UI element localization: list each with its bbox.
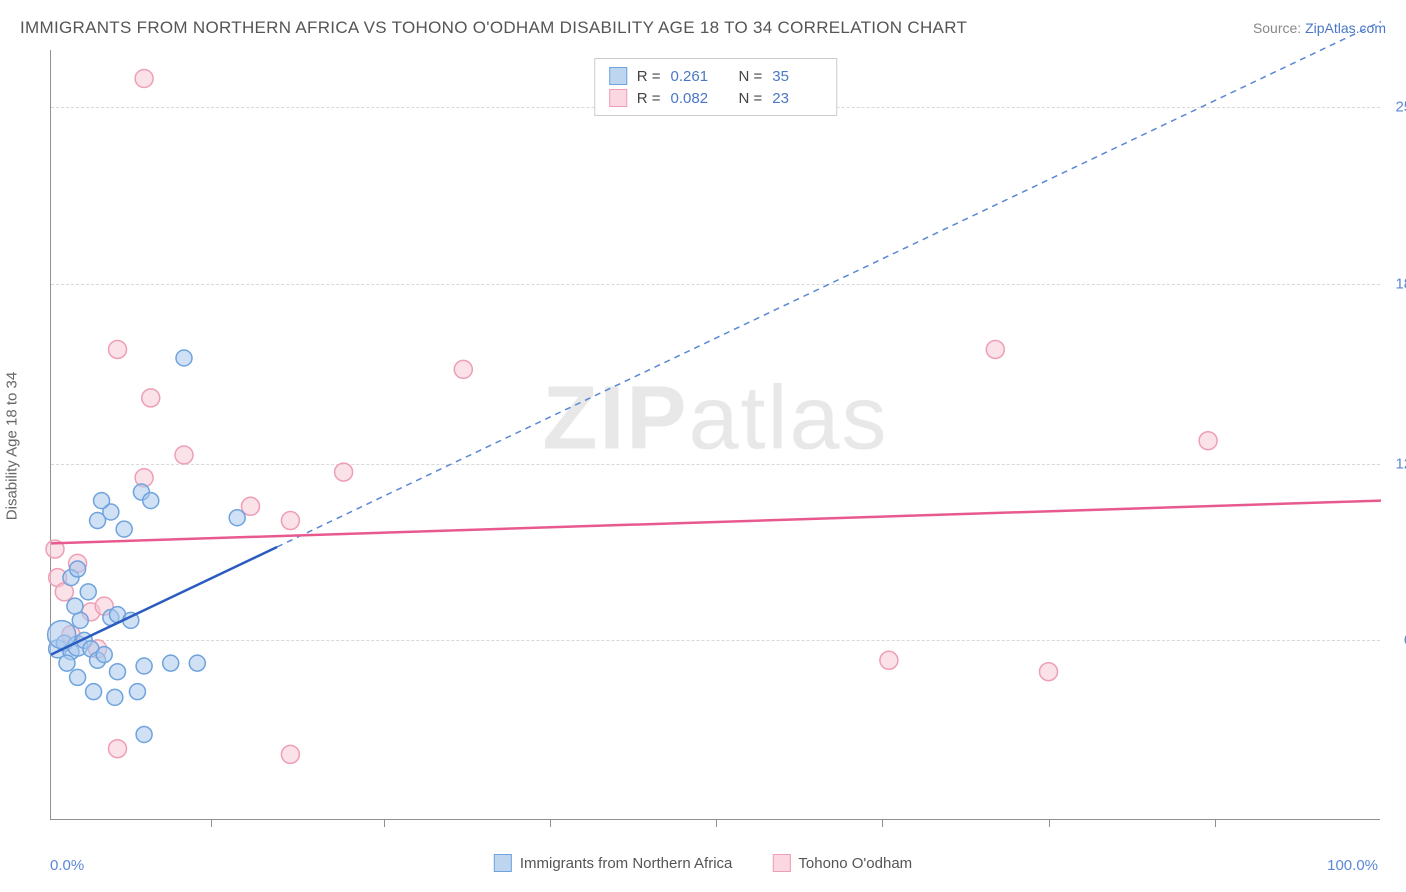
n-label: N = [739,68,763,85]
source-label: Source: [1253,20,1301,36]
legend-swatch [609,89,627,107]
r-value: 0.261 [671,68,721,85]
legend-swatch [609,67,627,85]
series-name: Immigrants from Northern Africa [520,855,733,872]
x-tick [1215,819,1216,827]
scatter-point [94,493,110,509]
x-tick [882,819,883,827]
scatter-point [1040,663,1058,681]
x-tick [550,819,551,827]
scatter-point [142,389,160,407]
x-tick [1049,819,1050,827]
chart-title: IMMIGRANTS FROM NORTHERN AFRICA VS TOHON… [20,18,967,38]
scatter-point [135,70,153,88]
stats-legend-row: R = 0.261 N = 35 [609,65,823,87]
scatter-point [986,340,1004,358]
scatter-point [281,512,299,530]
series-name: Tohono O'odham [798,855,912,872]
scatter-point [116,521,132,537]
scatter-point [1199,432,1217,450]
series-legend-item: Tohono O'odham [772,854,912,872]
r-label: R = [637,68,661,85]
scatter-point [110,664,126,680]
scatter-point [86,684,102,700]
scatter-point [109,740,127,758]
stats-legend: R = 0.261 N = 35 R = 0.082 N = 23 [594,58,838,116]
y-tick-label: 12.5% [1395,455,1406,472]
scatter-point [176,350,192,366]
scatter-point [163,655,179,671]
series-legend: Immigrants from Northern Africa Tohono O'… [494,854,912,872]
x-tick [716,819,717,827]
scatter-point [96,647,112,663]
scatter-point [70,561,86,577]
scatter-point [136,658,152,674]
scatter-point [175,446,193,464]
series-legend-item: Immigrants from Northern Africa [494,854,733,872]
scatter-point [107,689,123,705]
scatter-point [229,510,245,526]
stats-legend-row: R = 0.082 N = 23 [609,87,823,109]
legend-swatch [772,854,790,872]
scatter-point [109,340,127,358]
correlation-chart: IMMIGRANTS FROM NORTHERN AFRICA VS TOHON… [0,0,1406,892]
n-label: N = [739,90,763,107]
y-tick-label: 25.0% [1395,99,1406,116]
x-axis-max-label: 100.0% [1327,857,1378,874]
x-tick [384,819,385,827]
scatter-point [80,584,96,600]
scatter-point [129,684,145,700]
scatter-point [67,598,83,614]
scatter-point [70,669,86,685]
source-link[interactable]: ZipAtlas.com [1305,20,1386,36]
n-value: 23 [772,90,822,107]
legend-swatch [494,854,512,872]
scatter-point [136,726,152,742]
source-attribution: Source: ZipAtlas.com [1253,20,1386,36]
scatter-point [281,745,299,763]
plot-area: ZIPatlas 6.3%12.5%18.8%25.0% R =0.261N =… [50,50,1380,820]
scatter-point [335,463,353,481]
x-tick [211,819,212,827]
x-axis-min-label: 0.0% [50,857,84,874]
scatter-point [143,493,159,509]
plot-svg [51,50,1380,819]
y-tick-label: 18.8% [1395,275,1406,292]
y-axis-title: Disability Age 18 to 34 [4,372,21,520]
scatter-point [880,651,898,669]
r-value: 0.082 [671,90,721,107]
scatter-point [189,655,205,671]
scatter-point [59,655,75,671]
r-label: R = [637,90,661,107]
scatter-point [454,360,472,378]
n-value: 35 [772,68,822,85]
